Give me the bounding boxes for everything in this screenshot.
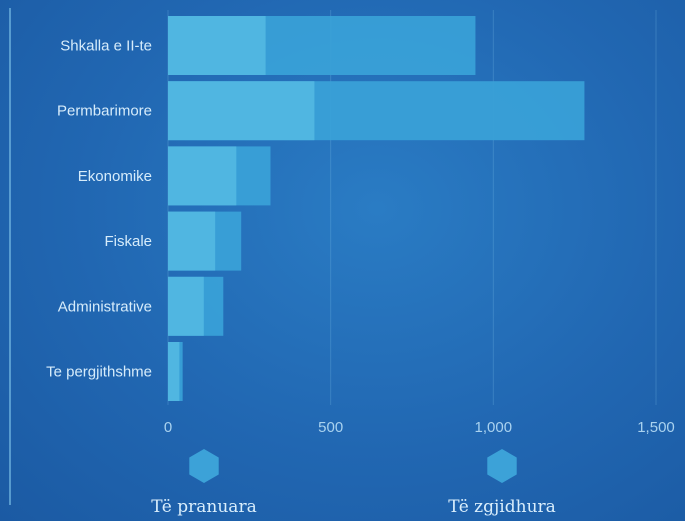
legend-marker-0 — [189, 449, 219, 483]
category-label: Permbarimore — [57, 103, 152, 120]
bar-pranuara-1 — [168, 81, 315, 141]
x-tick-label: 500 — [318, 419, 343, 436]
bar-pranuara-5 — [168, 342, 180, 401]
bar-pranuara-0 — [168, 16, 266, 75]
legend-label-1: Të zgjidhura — [448, 497, 556, 517]
x-tick-label: 1,000 — [475, 419, 513, 436]
legend-label-0: Të pranuara — [151, 497, 256, 517]
bar-pranuara-3 — [168, 211, 216, 271]
x-tick-label: 1,500 — [637, 419, 675, 436]
legend-marker-1 — [487, 449, 517, 483]
category-label: Fiskale — [104, 233, 152, 250]
category-label: Shkalla e II-te — [60, 38, 152, 55]
category-label: Ekonomike — [78, 168, 152, 185]
bar-pranuara-4 — [168, 276, 204, 336]
category-label: Administrative — [58, 298, 152, 315]
x-tick-label: 0 — [164, 419, 172, 436]
category-label: Te pergjithshme — [46, 364, 152, 381]
bar-pranuara-2 — [168, 146, 237, 206]
